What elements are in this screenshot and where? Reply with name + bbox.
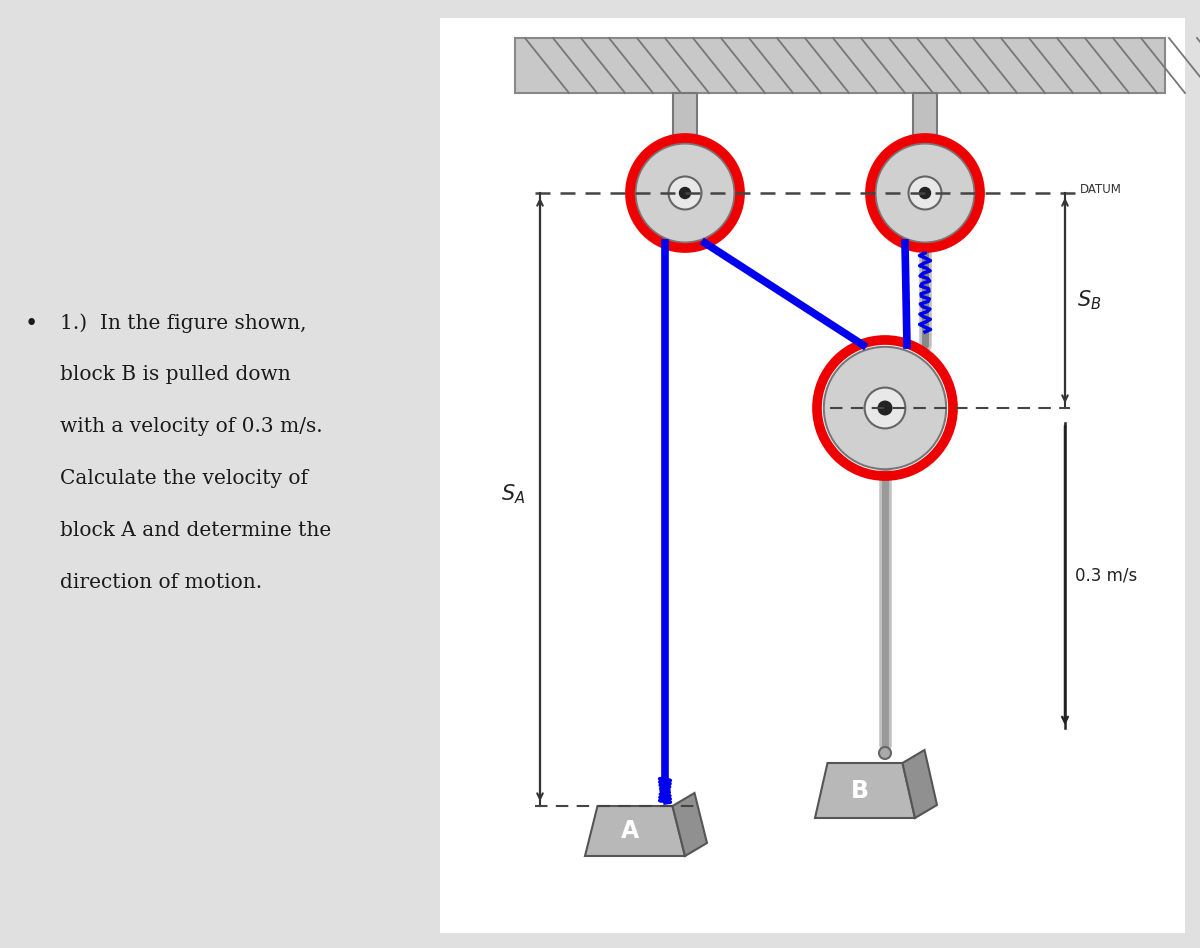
Bar — [673, 93, 697, 155]
Text: direction of motion.: direction of motion. — [60, 573, 262, 592]
Circle shape — [636, 143, 734, 243]
Circle shape — [864, 388, 906, 428]
Text: B: B — [851, 778, 869, 803]
Circle shape — [908, 176, 942, 210]
Polygon shape — [672, 793, 707, 856]
Circle shape — [876, 143, 974, 243]
Bar — [913, 93, 937, 155]
Polygon shape — [902, 750, 937, 818]
Text: block A and determine the: block A and determine the — [60, 521, 331, 540]
Text: A: A — [620, 819, 640, 843]
Text: •: • — [25, 313, 38, 335]
Text: with a velocity of 0.3 m/s.: with a velocity of 0.3 m/s. — [60, 417, 323, 436]
Text: Calculate the velocity of: Calculate the velocity of — [60, 469, 308, 488]
Bar — [440, 18, 1186, 933]
Circle shape — [823, 347, 947, 469]
Polygon shape — [586, 806, 685, 856]
Circle shape — [878, 747, 890, 759]
Text: block B is pulled down: block B is pulled down — [60, 365, 290, 384]
Text: $S_A$: $S_A$ — [500, 483, 526, 506]
Polygon shape — [815, 763, 916, 818]
Text: DATUM: DATUM — [1080, 183, 1122, 195]
Circle shape — [679, 188, 690, 198]
Circle shape — [668, 176, 702, 210]
Circle shape — [919, 188, 930, 198]
Text: 0.3 m/s: 0.3 m/s — [1075, 567, 1138, 585]
Text: 1.)  In the figure shown,: 1.) In the figure shown, — [60, 313, 306, 333]
Circle shape — [878, 401, 892, 415]
Text: $S_B$: $S_B$ — [1078, 289, 1102, 312]
Bar — [515, 38, 1165, 93]
